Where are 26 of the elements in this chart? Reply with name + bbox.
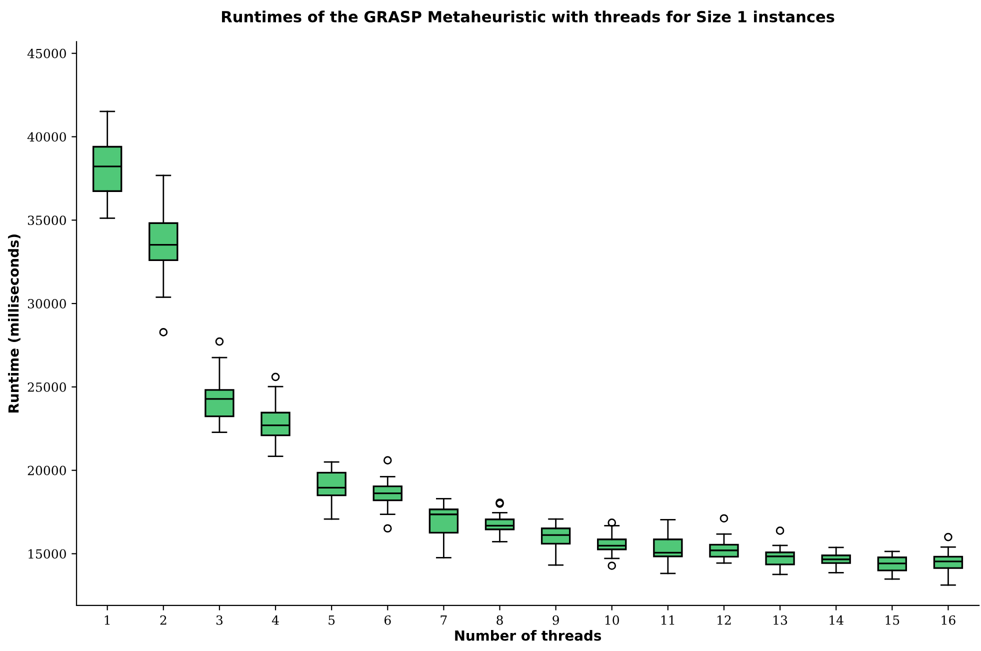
y-tick-label: 15000: [28, 549, 66, 559]
x-tick-label: 13: [774, 615, 788, 625]
y-axis-title: Runtime (milliseconds): [8, 234, 20, 412]
x-tick-label: 10: [605, 615, 619, 625]
x-tick-label: 1: [104, 615, 110, 625]
chart-title: Runtimes of the GRASP Metaheuristic with threads for Size 1 instances: [222, 10, 834, 22]
x-tick-label: 8: [496, 615, 503, 625]
x-tick-label: 16: [942, 615, 956, 625]
x-tick-label: 15: [886, 615, 900, 625]
y-tick-label: 35000: [28, 216, 66, 226]
x-tick-label: 7: [440, 616, 447, 625]
y-tick-label: 40000: [27, 132, 66, 142]
x-tick-label: 3: [216, 615, 223, 625]
y-tick-label: 25000: [28, 382, 66, 392]
y-tick-label: 45000: [27, 48, 66, 58]
x-tick-label: 9: [552, 615, 559, 625]
x-tick-label: 11: [661, 615, 674, 625]
x-axis-title: Number of threads: [455, 630, 602, 641]
x-tick-label: 5: [328, 616, 335, 625]
x-tick-label: 6: [384, 615, 391, 625]
x-tick-label: 12: [718, 615, 731, 625]
x-tick-label: 2: [160, 615, 166, 625]
y-tick-label: 30000: [28, 299, 66, 308]
y-tick-label: 20000: [28, 466, 66, 476]
x-tick-label: 4: [272, 615, 279, 625]
x-tick-label: 14: [830, 615, 844, 625]
